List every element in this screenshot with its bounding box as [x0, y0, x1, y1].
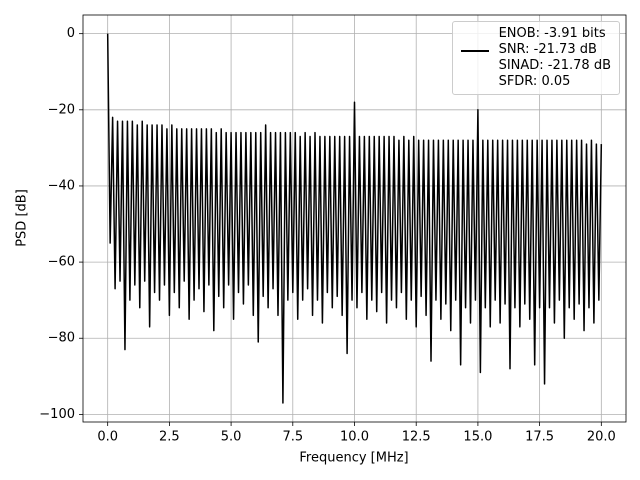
x-tick-label: 0.0 [97, 430, 118, 445]
legend: ENOB: -3.91 bits SNR: -21.73 dB SINAD: -… [451, 21, 620, 95]
psd-line [106, 33, 603, 404]
x-tick-label: 15.0 [463, 430, 492, 445]
y-tick-label: −40 [48, 178, 75, 193]
legend-swatch [460, 50, 489, 52]
x-tick-label: 7.5 [282, 430, 303, 445]
y-tick-label: −60 [48, 255, 75, 270]
x-tick-label: 5.0 [221, 430, 242, 445]
y-axis-label: PSD [dB] [15, 189, 30, 247]
legend-label: ENOB: -3.91 bits SNR: -21.73 dB SINAD: -… [498, 26, 611, 89]
y-tick-label: −80 [48, 331, 75, 346]
x-tick-label: 20.0 [587, 430, 616, 445]
y-tick-label: 0 [67, 26, 75, 41]
x-tick-label: 12.5 [402, 430, 431, 445]
x-tick-label: 10.0 [340, 430, 369, 445]
y-tick-label: −100 [39, 407, 75, 422]
y-tick-label: −20 [48, 102, 75, 117]
x-tick-label: 17.5 [525, 430, 554, 445]
plot-frame [82, 14, 627, 423]
x-tick-label: 2.5 [159, 430, 180, 445]
x-axis-label: Frequency [MHz] [299, 451, 408, 466]
